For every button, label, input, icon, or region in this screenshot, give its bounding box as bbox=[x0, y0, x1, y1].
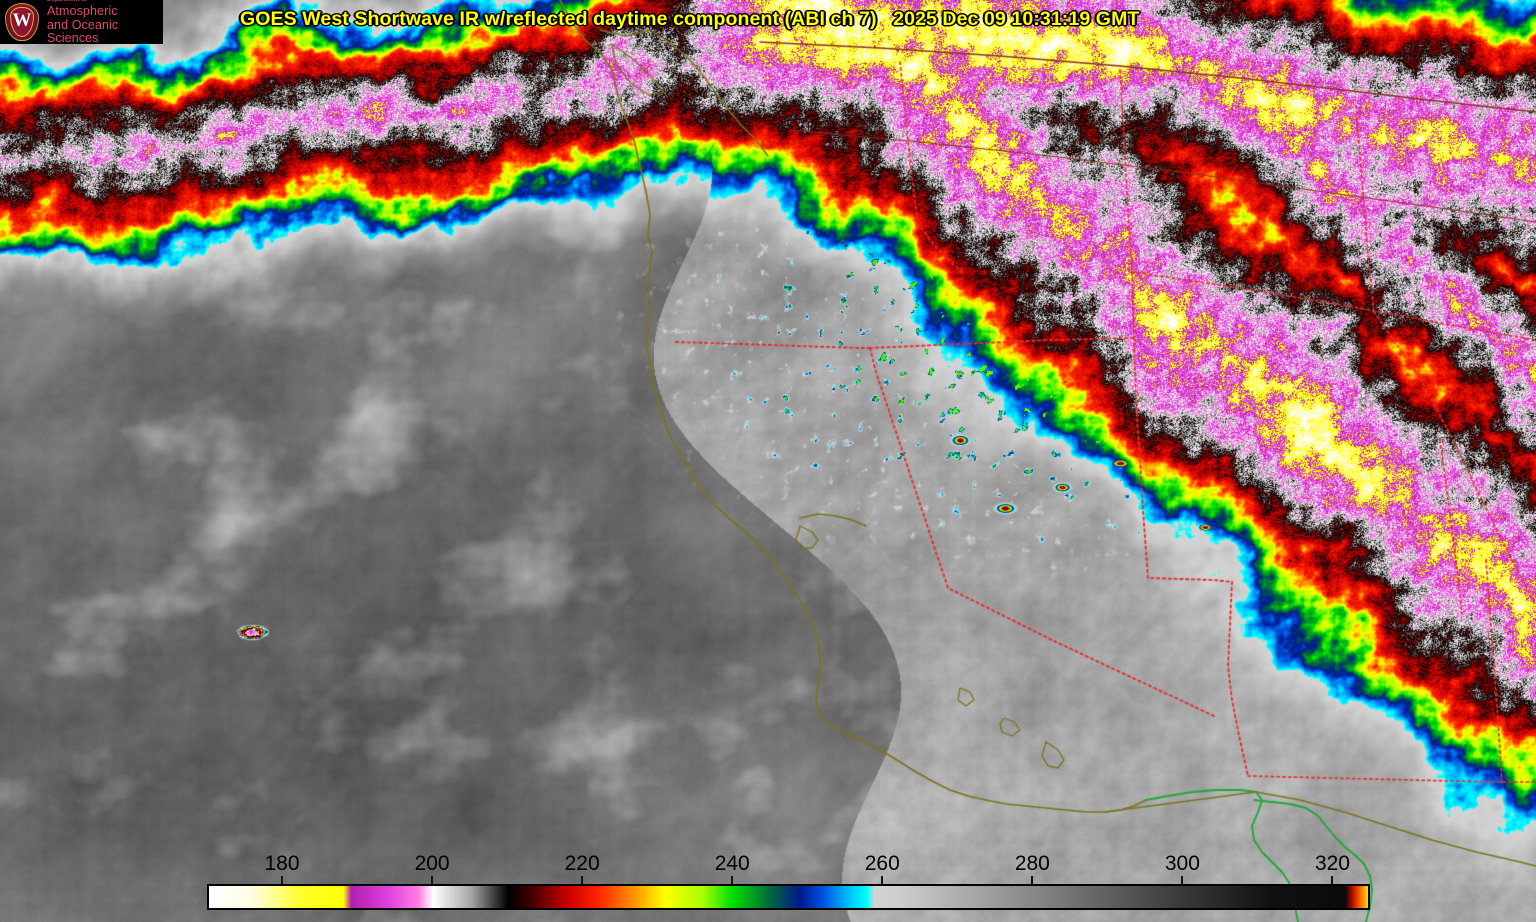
colorbar-tick-200 bbox=[431, 876, 434, 884]
colorbar-label-240: 240 bbox=[714, 852, 750, 875]
colorbar-tick-220 bbox=[581, 876, 584, 884]
colorbar-label-280: 280 bbox=[1014, 852, 1050, 875]
colorbar-label-200: 200 bbox=[414, 852, 450, 875]
colorbar-tick-260 bbox=[881, 876, 884, 884]
colorbar-tick-280 bbox=[1031, 876, 1034, 884]
colorbar-tick-300 bbox=[1181, 876, 1184, 884]
uw-crest-icon: W bbox=[3, 2, 41, 43]
colorbar-tick-240 bbox=[731, 876, 734, 884]
colorbar-tick-180 bbox=[281, 876, 284, 884]
colorbar-label-300: 300 bbox=[1164, 852, 1200, 875]
colorbar-label-220: 220 bbox=[564, 852, 600, 875]
crest-letter: W bbox=[12, 9, 32, 31]
colorbar-gradient-bar bbox=[207, 884, 1370, 910]
logo-line-2: and Oceanic Sciences bbox=[47, 17, 119, 46]
uw-madison-aos-logo: W Department of Atmospheric and Oceanic … bbox=[0, 0, 163, 46]
colorbar-tick-320 bbox=[1331, 876, 1334, 884]
logo-text-block: Department of Atmospheric and Oceanic Sc… bbox=[47, 0, 163, 46]
brightness-temperature-colorbar: 180 200 220 240 260 280 300 320 bbox=[207, 852, 1370, 912]
colorbar-tick-labels: 180 200 220 240 260 280 300 320 bbox=[207, 852, 1370, 876]
crest-shield-inner bbox=[10, 6, 34, 37]
image-title: GOES West Shortwave IR w/reflected dayti… bbox=[240, 8, 1140, 30]
colorbar-label-180: 180 bbox=[264, 852, 300, 875]
colorbar-label-260: 260 bbox=[864, 852, 900, 875]
colorbar-gradient-canvas bbox=[209, 886, 1368, 908]
logo-department-line: Department of bbox=[47, 0, 87, 4]
logo-line-1: Atmospheric bbox=[47, 4, 118, 19]
colorbar-tick-marks bbox=[207, 876, 1370, 884]
colorbar-label-320: 320 bbox=[1314, 852, 1350, 875]
